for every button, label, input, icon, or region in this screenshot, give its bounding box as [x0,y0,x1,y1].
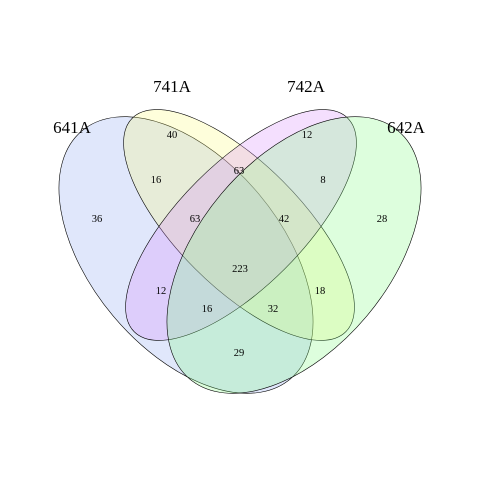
region-count-only-741a: 40 [167,130,178,141]
set-title-742a: 742A [287,77,326,96]
set-title-642a: 642A [387,118,426,137]
set-titles: 641A 741A 742A 642A [53,77,426,137]
region-count-641a-741a-642a: 32 [268,304,279,315]
region-count-641a-741a-742a: 63 [190,214,201,225]
region-count-742a-642a: 8 [320,175,325,186]
region-count-741a-742a: 63 [234,166,245,177]
region-count-641a-742a-642a: 16 [202,304,213,315]
region-counts: 36 40 12 28 16 63 8 63 42 223 12 18 16 3… [92,130,388,359]
set-title-641a: 641A [53,118,92,137]
set-ellipse-742a [125,109,357,341]
set-ellipse-642a [166,116,422,394]
region-count-641a-742a: 12 [156,286,167,297]
set-ellipse-641a [58,116,314,394]
region-count-only-742a: 12 [302,130,313,141]
region-count-641a-642a: 29 [234,348,245,359]
region-count-only-641a: 36 [92,214,103,225]
region-count-all-four: 223 [232,264,248,275]
region-count-741a-742a-642a: 42 [279,214,290,225]
set-ellipses [58,109,422,394]
region-count-641a-741a: 16 [151,175,162,186]
region-count-only-642a: 28 [377,214,388,225]
region-count-741a-642a: 18 [315,286,326,297]
set-title-741a: 741A [153,77,192,96]
set-ellipse-741a [123,109,355,341]
